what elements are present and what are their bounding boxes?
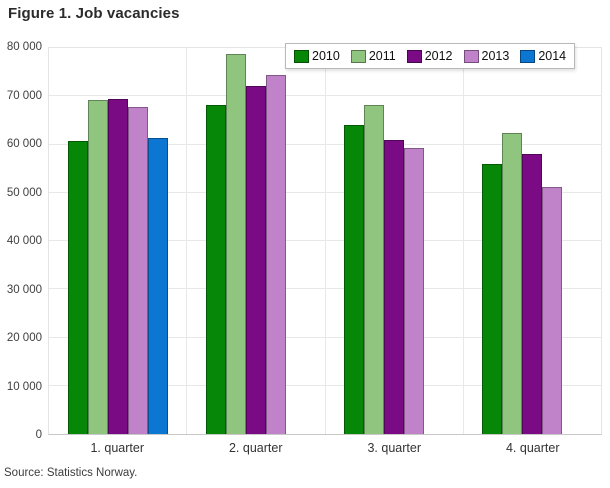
y-axis-tick-label: 20 000 bbox=[6, 332, 42, 344]
bar-chart: 2010 2011 2012 2013 2014 0 10 000 20 000 30 000… bbox=[6, 41, 602, 455]
y-axis-tick-label: 50 000 bbox=[6, 186, 42, 199]
legend-item-2014[interactable]: 2014 bbox=[520, 49, 566, 63]
bar-2013-3-quarter bbox=[404, 148, 425, 434]
bar-2011-3-quarter bbox=[364, 105, 385, 434]
bar-group-2-quarter bbox=[187, 48, 326, 434]
y-axis-tick-label: 10 000 bbox=[6, 380, 42, 393]
legend-label: 2011 bbox=[368, 49, 396, 63]
bar-2011-1-quarter bbox=[87, 100, 108, 434]
bar-2011-4-quarter bbox=[502, 133, 523, 434]
bar-group-1-quarter bbox=[49, 48, 188, 434]
legend-swatch-2012 bbox=[406, 49, 422, 63]
bar-group-3-quarter bbox=[326, 48, 464, 434]
y-axis-tick-label: 60 000 bbox=[6, 138, 42, 150]
bar-2014-1-quarter bbox=[147, 138, 168, 434]
plot-area bbox=[48, 47, 602, 435]
bar-2013-4-quarter bbox=[542, 187, 563, 434]
bar-2010-3-quarter bbox=[344, 124, 365, 434]
bar-2010-2-quarter bbox=[205, 104, 226, 434]
bar-groups bbox=[49, 48, 601, 434]
bar-2012-3-quarter bbox=[384, 139, 405, 434]
bar-2012-1-quarter bbox=[107, 98, 128, 434]
y-axis-tick-label: 80 000 bbox=[6, 41, 42, 53]
bar-2010-1-quarter bbox=[67, 141, 88, 434]
legend-label: 2010 bbox=[312, 49, 340, 63]
legend-swatch-2014 bbox=[520, 49, 536, 63]
legend-item-2011[interactable]: 2011 bbox=[350, 49, 396, 63]
y-axis-tick-label: 0 bbox=[35, 429, 42, 441]
y-axis-tick-label: 40 000 bbox=[6, 235, 42, 247]
legend-item-2013[interactable]: 2013 bbox=[463, 49, 510, 63]
figure-title: Figure 1. Job vacancies bbox=[8, 5, 180, 22]
bar-2011-2-quarter bbox=[225, 54, 246, 434]
x-axis-tick-label: 1. quarter bbox=[90, 441, 144, 455]
legend-swatch-2011 bbox=[350, 49, 366, 63]
x-axis-tick-label: 4. quarter bbox=[505, 441, 560, 455]
bar-2010-4-quarter bbox=[482, 164, 503, 434]
legend-label: 2012 bbox=[424, 49, 453, 63]
bar-2013-1-quarter bbox=[127, 107, 148, 434]
bar-2012-2-quarter bbox=[245, 86, 266, 434]
bar-2013-2-quarter bbox=[265, 74, 286, 434]
bar-group-4-quarter bbox=[464, 48, 601, 434]
x-axis-tick-label: 2. quarter bbox=[228, 441, 283, 455]
legend-swatch-2013 bbox=[463, 49, 479, 63]
legend-label: 2013 bbox=[481, 49, 510, 63]
y-axis-tick-label: 30 000 bbox=[6, 283, 42, 296]
legend-item-2012[interactable]: 2012 bbox=[406, 49, 453, 63]
source-note: Source: Statistics Norway. bbox=[4, 467, 138, 479]
legend-item-2010[interactable]: 2010 bbox=[294, 49, 340, 63]
legend-swatch-2010 bbox=[294, 49, 309, 63]
y-axis-tick-label: 70 000 bbox=[6, 89, 42, 102]
legend-label: 2014 bbox=[538, 49, 567, 63]
bar-2012-4-quarter bbox=[522, 154, 543, 434]
x-axis-tick-label: 3. quarter bbox=[367, 441, 421, 455]
chart-legend: 2010 2011 2012 2013 2014 bbox=[285, 43, 576, 69]
